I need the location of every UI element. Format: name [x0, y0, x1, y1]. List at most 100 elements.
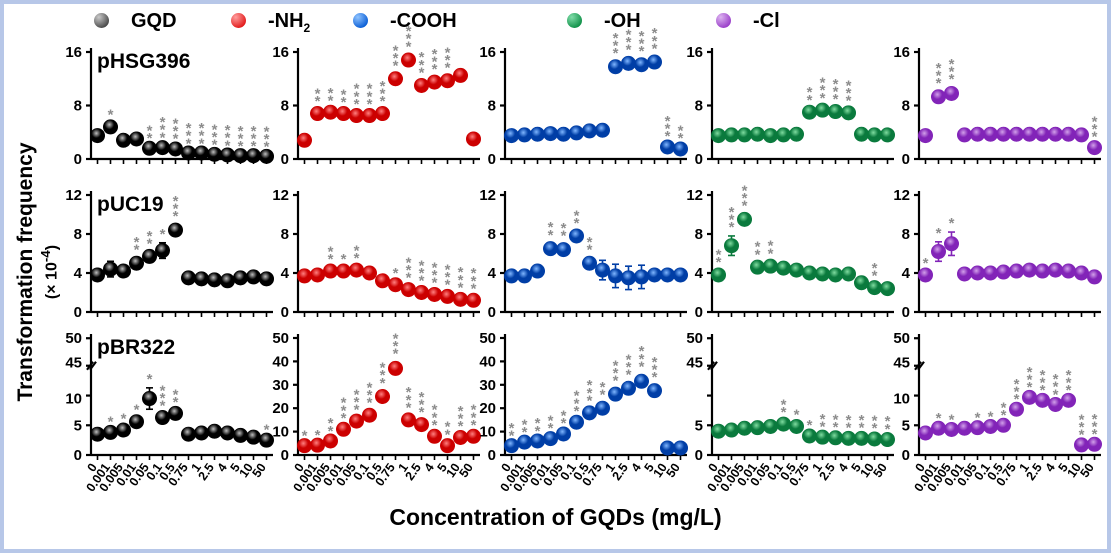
svg-text:0: 0 — [695, 447, 703, 464]
svg-text:5: 5 — [74, 417, 82, 434]
svg-text:*: * — [432, 46, 438, 63]
svg-text:*: * — [134, 234, 140, 251]
svg-text:*: * — [458, 403, 464, 420]
svg-text:*: * — [872, 260, 878, 277]
svg-text:*: * — [600, 379, 606, 396]
svg-text:*: * — [833, 411, 839, 428]
svg-text:0: 0 — [281, 447, 289, 464]
svg-text:*: * — [936, 60, 942, 77]
svg-text:*: * — [1040, 367, 1046, 384]
svg-text:40: 40 — [272, 353, 289, 370]
svg-text:0: 0 — [74, 447, 82, 464]
svg-text:8: 8 — [281, 226, 289, 243]
svg-text:*: * — [626, 26, 632, 43]
svg-text:*: * — [820, 411, 826, 428]
svg-text:*: * — [729, 204, 735, 221]
svg-text:50: 50 — [686, 330, 703, 347]
svg-text:*: * — [341, 86, 347, 103]
svg-text:*: * — [406, 23, 412, 40]
svg-text:*: * — [1001, 399, 1007, 416]
svg-text:12: 12 — [479, 187, 496, 204]
svg-text:*: * — [807, 84, 813, 101]
svg-text:*: * — [1053, 371, 1059, 388]
svg-text:*: * — [380, 78, 386, 95]
svg-text:45: 45 — [893, 355, 910, 372]
svg-text:*: * — [315, 86, 321, 103]
svg-text:*: * — [251, 123, 257, 140]
svg-text:*: * — [419, 257, 425, 274]
svg-text:*: * — [445, 261, 451, 278]
svg-text:2.5: 2.5 — [610, 461, 631, 483]
svg-text:*: * — [225, 122, 231, 139]
svg-text:*: * — [160, 226, 166, 243]
svg-text:*: * — [1014, 376, 1020, 393]
svg-text:*: * — [561, 407, 567, 424]
svg-text:8: 8 — [902, 226, 910, 243]
svg-text:*: * — [173, 386, 179, 403]
svg-text:0: 0 — [488, 304, 496, 321]
svg-text:*: * — [173, 115, 179, 132]
svg-text:*: * — [458, 264, 464, 281]
svg-text:8: 8 — [488, 98, 496, 115]
svg-text:*: * — [354, 81, 360, 98]
svg-text:0: 0 — [695, 304, 703, 321]
svg-text:50: 50 — [272, 330, 289, 347]
svg-text:*: * — [186, 120, 192, 137]
svg-text:*: * — [820, 75, 826, 92]
svg-text:*: * — [652, 25, 658, 42]
svg-text:*: * — [432, 259, 438, 276]
svg-text:*: * — [406, 384, 412, 401]
svg-text:4: 4 — [695, 265, 704, 282]
svg-text:50: 50 — [664, 461, 683, 480]
svg-text:2.5: 2.5 — [403, 461, 424, 483]
svg-text:*: * — [367, 380, 373, 397]
svg-text:8: 8 — [281, 98, 289, 115]
svg-text:0: 0 — [281, 151, 289, 168]
svg-text:*: * — [471, 265, 477, 282]
svg-text:*: * — [833, 76, 839, 93]
svg-text:*: * — [936, 225, 942, 242]
svg-text:16: 16 — [686, 44, 703, 61]
svg-text:*: * — [859, 412, 865, 429]
svg-text:*: * — [264, 123, 270, 140]
svg-text:10: 10 — [65, 391, 82, 408]
svg-text:0: 0 — [488, 447, 496, 464]
svg-text:12: 12 — [272, 187, 289, 204]
svg-text:*: * — [548, 219, 554, 236]
svg-text:30: 30 — [479, 377, 496, 394]
svg-text:*: * — [1092, 411, 1098, 428]
svg-text:*: * — [509, 420, 515, 437]
svg-text:*: * — [406, 254, 412, 271]
svg-text:*: * — [328, 244, 334, 261]
svg-text:0: 0 — [74, 151, 82, 168]
svg-text:*: * — [846, 412, 852, 429]
svg-text:*: * — [626, 351, 632, 368]
svg-text:5: 5 — [902, 417, 910, 434]
svg-text:*: * — [716, 246, 722, 263]
svg-text:4: 4 — [488, 265, 497, 282]
svg-text:10: 10 — [893, 391, 910, 408]
svg-text:16: 16 — [65, 44, 82, 61]
svg-text:*: * — [639, 28, 645, 45]
svg-text:*: * — [768, 238, 774, 255]
svg-text:*: * — [328, 415, 334, 432]
svg-text:pHSG396: pHSG396 — [97, 50, 190, 73]
svg-text:0: 0 — [902, 447, 910, 464]
svg-text:*: * — [561, 220, 567, 237]
svg-text:0: 0 — [902, 151, 910, 168]
svg-text:*: * — [419, 389, 425, 406]
svg-text:*: * — [1066, 367, 1072, 384]
svg-text:2.5: 2.5 — [1024, 461, 1045, 483]
svg-text:*: * — [639, 343, 645, 360]
svg-text:50: 50 — [457, 461, 476, 480]
svg-text:*: * — [1092, 113, 1098, 130]
svg-text:*: * — [160, 114, 166, 131]
svg-text:16: 16 — [479, 44, 496, 61]
svg-text:*: * — [354, 387, 360, 404]
svg-text:8: 8 — [74, 226, 82, 243]
svg-text:0: 0 — [281, 304, 289, 321]
svg-text:*: * — [160, 382, 166, 399]
svg-text:10: 10 — [272, 424, 289, 441]
svg-text:*: * — [432, 402, 438, 419]
svg-text:*: * — [147, 371, 153, 388]
